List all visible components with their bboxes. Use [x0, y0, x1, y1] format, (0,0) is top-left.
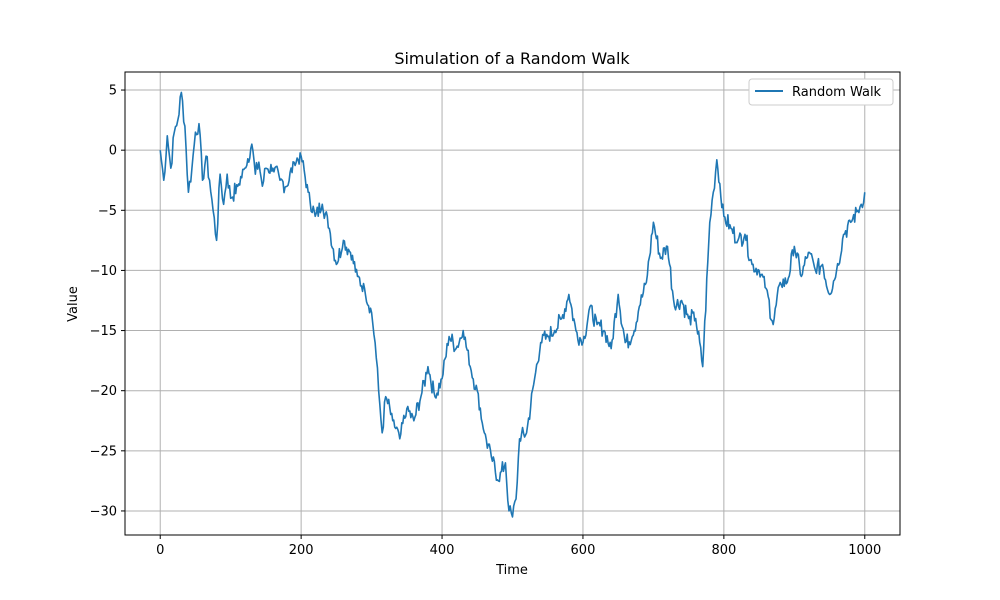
- y-tick-label: −5: [98, 204, 117, 219]
- x-axis: 0 200 400 600 800 1000: [156, 535, 881, 558]
- y-tick-label: −20: [90, 384, 117, 399]
- y-tick-label: −25: [90, 444, 117, 459]
- y-tick-label: −10: [90, 264, 117, 279]
- legend-box: [748, 78, 894, 106]
- x-tick-label: 200: [289, 543, 314, 558]
- y-tick-label: 5: [109, 84, 117, 99]
- series-layer: [159, 91, 866, 518]
- y-axis-label: Value: [66, 286, 81, 322]
- x-tick-label: 800: [711, 543, 736, 558]
- legend-label: Random Walk: [792, 85, 882, 100]
- x-tick-label: 1000: [848, 543, 881, 558]
- y-axis: 5 0 −5 −10 −15 −20 −25 −30: [90, 84, 125, 519]
- x-tick-label: 400: [430, 543, 455, 558]
- plot-frame: [124, 71, 901, 536]
- legend: Random Walk: [748, 78, 894, 106]
- y-tick-label: −15: [90, 324, 117, 339]
- chart-title: Simulation of a Random Walk: [394, 49, 630, 68]
- series-line-random-walk: [159, 91, 866, 518]
- x-tick-label: 600: [571, 543, 596, 558]
- y-tick-label: 0: [109, 144, 117, 159]
- x-tick-label: 0: [156, 543, 164, 558]
- y-tick-label: −30: [90, 504, 117, 519]
- x-axis-label: Time: [495, 563, 528, 578]
